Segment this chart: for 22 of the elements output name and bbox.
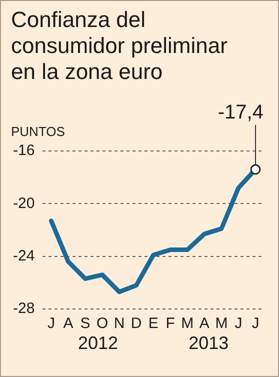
x-tick-label: D bbox=[130, 315, 142, 332]
x-tick-label: F bbox=[166, 315, 175, 332]
y-axis-title: PUNTOS bbox=[11, 124, 66, 140]
data-label: -17,4 bbox=[218, 102, 264, 124]
x-tick-label: N bbox=[114, 315, 125, 332]
y-tick-label: -24 bbox=[12, 247, 35, 264]
x-tick-label: S bbox=[80, 315, 90, 332]
text: 2012 bbox=[78, 332, 118, 353]
x-tick-label: O bbox=[96, 315, 108, 332]
x-tick-label: J bbox=[47, 315, 55, 332]
x-tick-label: E bbox=[148, 315, 158, 332]
y-tick-label: -28 bbox=[12, 300, 35, 318]
x-tick-label: J bbox=[252, 315, 260, 332]
chart-title: Confianza del consumidor preliminar en la zona euro bbox=[11, 7, 228, 85]
x-tick-label: A bbox=[63, 315, 74, 332]
x-tick-label: A bbox=[199, 315, 210, 332]
x-tick-label: J bbox=[234, 315, 242, 332]
x-tick-label: M bbox=[215, 315, 228, 332]
y-tick-label: -16 bbox=[12, 142, 35, 160]
text: 2013 bbox=[188, 332, 229, 353]
x-tick-label: M bbox=[181, 315, 194, 332]
y-tick-label: -20 bbox=[12, 194, 35, 212]
